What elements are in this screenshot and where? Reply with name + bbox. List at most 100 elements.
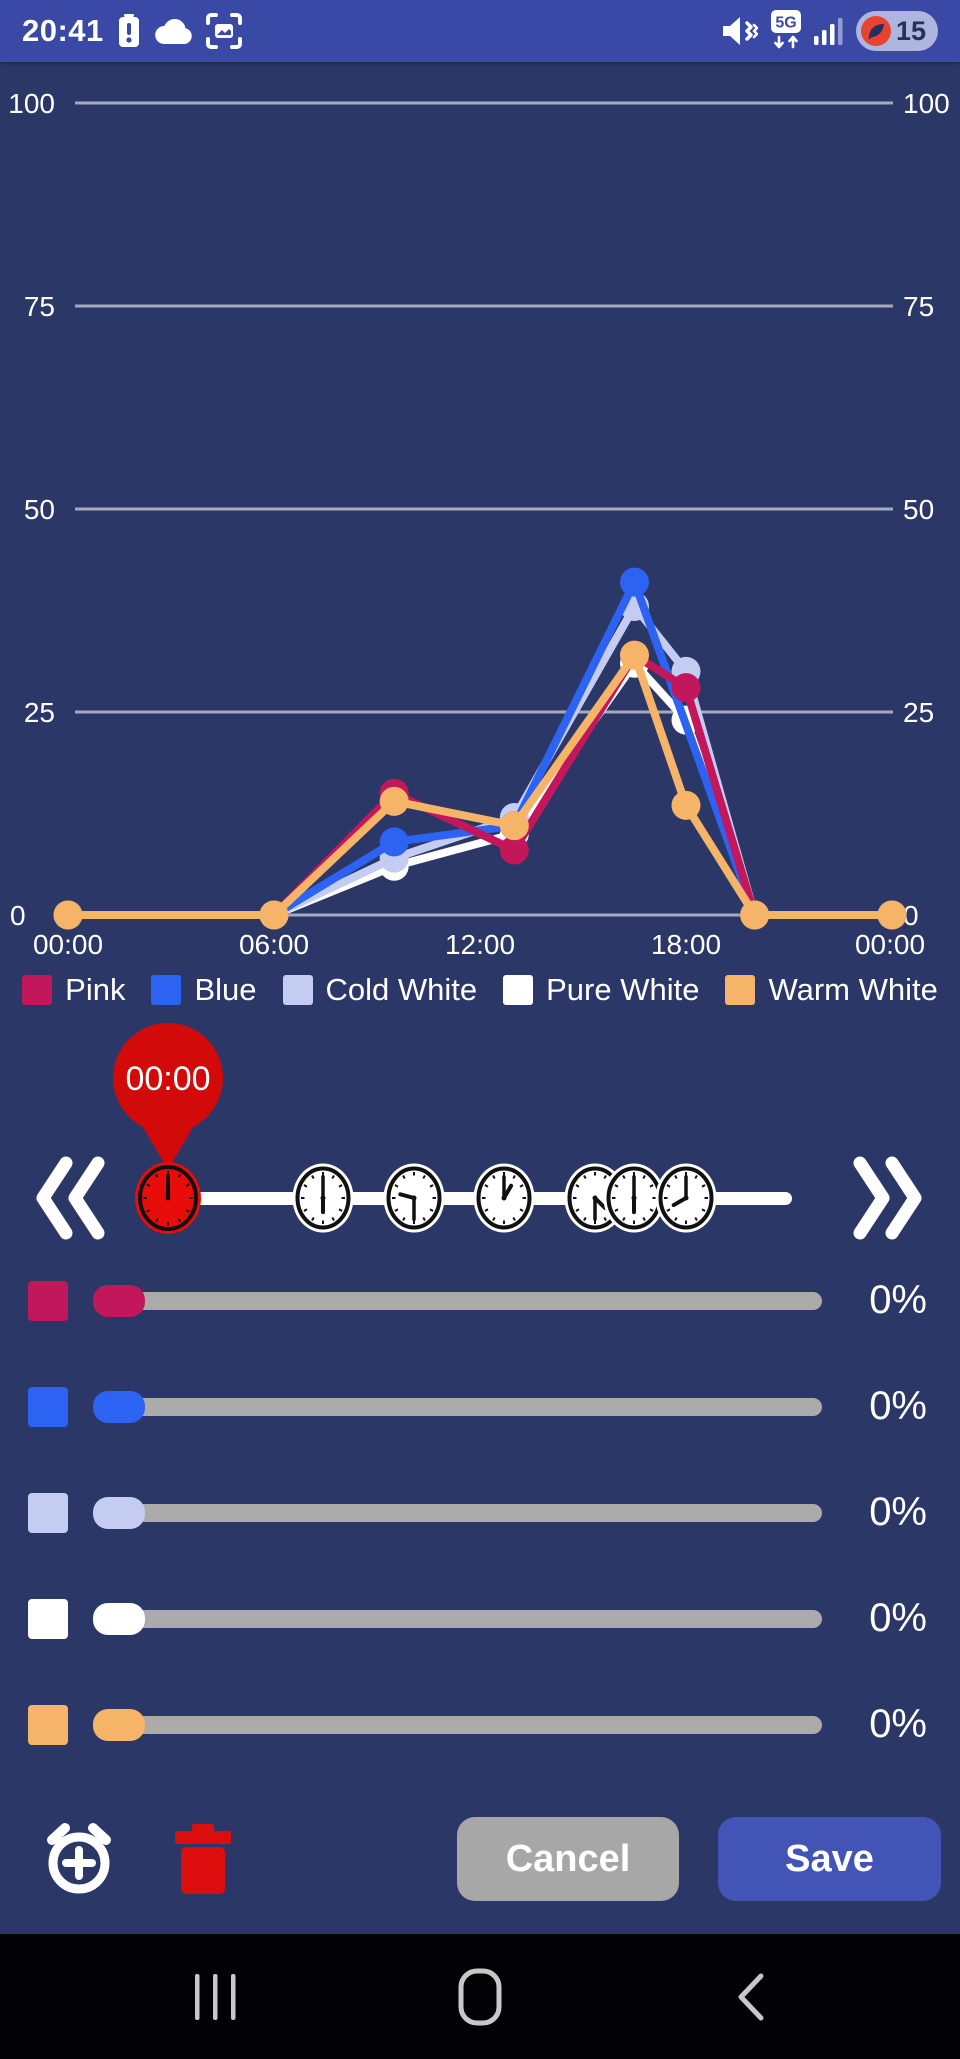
clock-text: 20:41	[22, 13, 104, 48]
channel-color-swatch	[28, 1705, 68, 1745]
channel-slider-row-blue: 0%	[0, 1354, 960, 1460]
channel-value-label: 0%	[869, 1490, 927, 1534]
channel-slider-track[interactable]	[100, 1292, 822, 1310]
network-5g-icon: 5G	[770, 10, 801, 49]
battery-saver-pill: 15	[855, 11, 938, 51]
status-bar-left: 20:41	[22, 13, 242, 49]
data-point	[499, 811, 529, 841]
series-warm-white	[53, 640, 907, 930]
channel-color-swatch	[28, 1493, 68, 1533]
channel-color-swatch	[28, 1599, 68, 1639]
y-axis-tick-left: 25	[24, 697, 55, 728]
time-marker-balloon: 00:00	[111, 1022, 225, 1177]
legend-label: Warm White	[768, 972, 938, 1007]
x-axis-tick: 18:00	[651, 929, 721, 960]
legend-swatch	[503, 975, 534, 1005]
channel-value-label: 0%	[869, 1278, 927, 1322]
prev-time-button[interactable]	[34, 1154, 112, 1242]
legend-item: Warm White	[725, 964, 938, 1016]
channel-value-label: 0%	[869, 1596, 927, 1640]
y-axis-tick-right: 50	[903, 494, 934, 525]
legend-item: Pink	[22, 964, 125, 1016]
back-button[interactable]	[737, 1972, 765, 2022]
series-blue	[53, 567, 907, 930]
channel-slider-row-pure-white: 0%	[0, 1566, 960, 1672]
legend-label: Pure White	[546, 972, 700, 1007]
data-point	[379, 786, 409, 816]
data-point	[499, 835, 529, 865]
y-axis-tick-right: 100	[903, 88, 950, 119]
data-point	[379, 827, 409, 857]
y-axis-tick-right: 0	[903, 900, 919, 931]
series-pink	[53, 640, 907, 930]
delete-time-button[interactable]	[172, 1824, 234, 1894]
legend-item: Blue	[151, 964, 257, 1016]
screenshot-icon	[205, 13, 242, 49]
y-axis-tick-left: 0	[10, 900, 26, 931]
channel-slider-track[interactable]	[100, 1398, 822, 1416]
channel-slider-row-warm-white: 0%	[0, 1672, 960, 1778]
channel-slider-row-cold-white: 0%	[0, 1460, 960, 1566]
data-point	[620, 567, 649, 597]
legend-item: Cold White	[282, 964, 478, 1016]
add-time-button[interactable]	[40, 1819, 118, 1897]
save-button[interactable]: Save	[718, 1817, 941, 1901]
time-point-clock[interactable]	[653, 1161, 719, 1240]
time-point-clock[interactable]	[290, 1161, 356, 1240]
time-point-clock-selected[interactable]	[126, 1152, 210, 1249]
channel-slider-row-pink: 0%	[0, 1248, 960, 1354]
channel-sliders: 0% 0% 0% 0% 0%	[0, 1248, 960, 1778]
y-axis-tick-right: 25	[903, 697, 934, 728]
channel-color-swatch	[28, 1281, 68, 1321]
series-cold-white	[53, 591, 907, 930]
channel-slider-thumb[interactable]	[93, 1603, 145, 1635]
data-point	[877, 900, 907, 930]
channel-value-label: 0%	[869, 1384, 927, 1428]
legend-swatch	[725, 975, 756, 1005]
channel-slider-thumb[interactable]	[93, 1497, 145, 1529]
data-point	[259, 900, 289, 930]
time-point-clock[interactable]	[471, 1161, 537, 1240]
data-point	[671, 790, 701, 820]
cloud-icon	[154, 18, 192, 44]
schedule-chart: 0 0 25 25 50 50 75 75 100 100 00:00 06:00 12:00 18:00…	[8, 88, 950, 960]
legend-label: Cold White	[325, 972, 478, 1007]
home-button[interactable]	[458, 1968, 502, 2026]
data-point	[53, 900, 83, 930]
series-pure-white	[53, 648, 907, 930]
y-axis-tick-left: 50	[24, 494, 55, 525]
channel-value-label: 0%	[869, 1702, 927, 1746]
battery-percent-text: 15	[895, 15, 926, 46]
legend-label: Blue	[194, 972, 257, 1007]
next-time-button[interactable]	[846, 1154, 924, 1242]
y-axis-tick-left: 75	[24, 291, 55, 322]
signal-strength-icon	[813, 18, 843, 45]
channel-slider-thumb[interactable]	[93, 1391, 145, 1423]
legend-swatch	[22, 975, 53, 1005]
x-axis-tick: 06:00	[239, 929, 309, 960]
mute-vibrate-icon	[722, 17, 758, 45]
x-axis-tick: 00:00	[855, 929, 925, 960]
recents-button[interactable]	[193, 1972, 237, 2022]
time-point-clock[interactable]	[601, 1161, 667, 1240]
y-axis-tick-left: 100	[8, 88, 55, 119]
channel-slider-thumb[interactable]	[93, 1709, 145, 1741]
legend-swatch	[151, 975, 182, 1005]
legend-label: Pink	[65, 972, 126, 1007]
status-bar: 20:41 5G	[0, 0, 960, 62]
cancel-button[interactable]: Cancel	[457, 1817, 679, 1901]
chart-legend: Pink Blue Cold White Pure White Warm White	[0, 964, 960, 1016]
channel-slider-track[interactable]	[100, 1716, 822, 1734]
channel-slider-thumb[interactable]	[93, 1285, 145, 1317]
data-point	[740, 900, 770, 930]
status-bar-right: 5G 15	[722, 10, 938, 52]
x-axis-tick: 12:00	[445, 929, 515, 960]
channel-slider-track[interactable]	[100, 1504, 822, 1522]
time-point-clock[interactable]	[381, 1161, 447, 1240]
svg-text:5G: 5G	[775, 15, 796, 32]
android-nav-bar	[0, 1934, 960, 2059]
battery-alert-icon	[118, 14, 139, 47]
balloon-time-text: 00:00	[125, 1060, 210, 1098]
channel-slider-track[interactable]	[100, 1610, 822, 1628]
